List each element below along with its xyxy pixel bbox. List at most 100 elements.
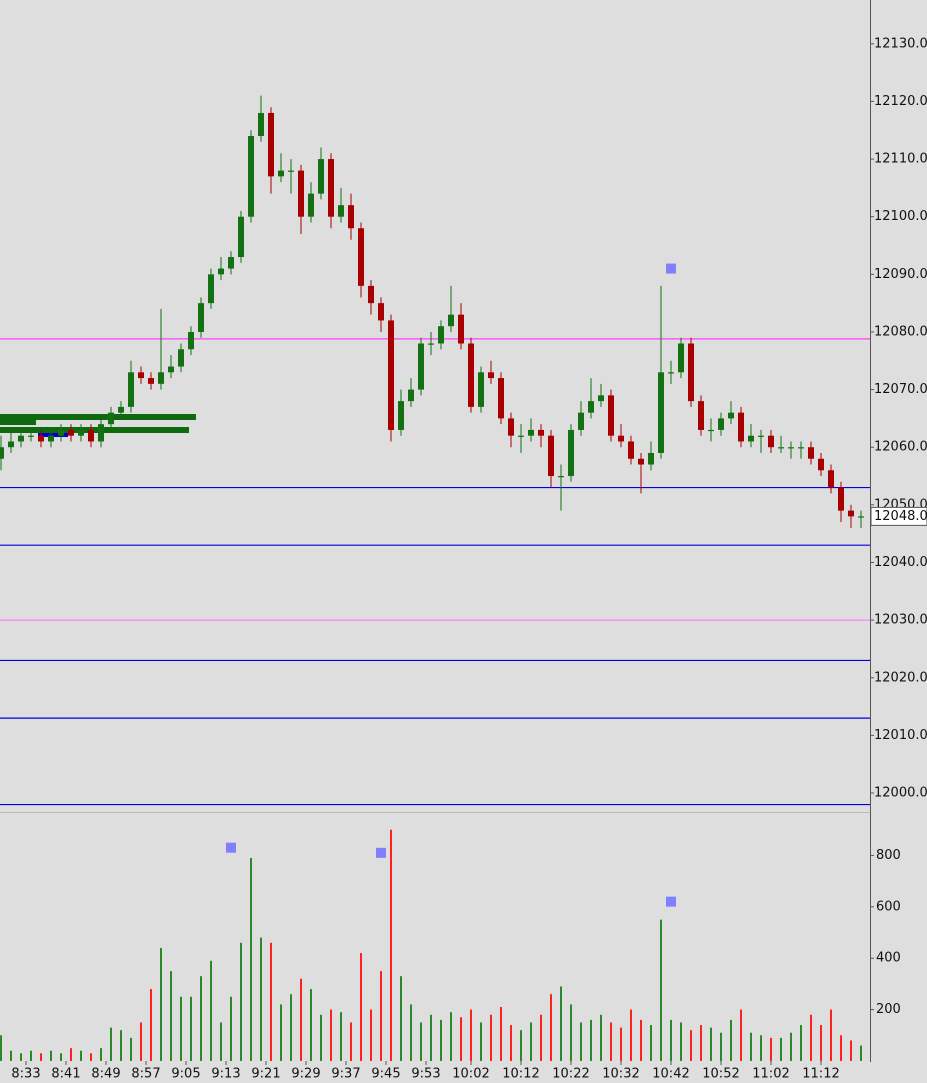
candle-body [458, 314, 464, 344]
volume-bar [60, 1053, 62, 1061]
volume-bar [560, 986, 562, 1061]
candle-body [778, 447, 784, 449]
x-tick-label: 9:05 [171, 1067, 200, 1082]
candle-body [298, 170, 304, 217]
candle-body [68, 429, 74, 436]
x-tick-label: 9:45 [371, 1067, 400, 1082]
volume-marker [376, 847, 386, 858]
x-tick-label: 8:49 [91, 1067, 120, 1082]
volume-bar [190, 996, 192, 1061]
candle-body [608, 395, 614, 436]
candle-body [618, 435, 624, 442]
x-tick-label: 10:02 [452, 1067, 489, 1082]
volume-bar [220, 1022, 222, 1061]
candle-body [8, 441, 14, 448]
volume-bar [520, 1030, 522, 1061]
volume-bar [440, 1019, 442, 1061]
volume-bar [630, 1009, 632, 1061]
x-tick-label: 8:57 [131, 1067, 160, 1082]
volume-bar [50, 1050, 52, 1061]
candle-body [558, 476, 564, 478]
candle-body [308, 193, 314, 217]
candle-body [808, 447, 814, 459]
volume-bar [490, 1014, 492, 1061]
candle-body [738, 412, 744, 442]
volume-bar [650, 1025, 652, 1061]
y-tick-label: 12010.0 [874, 728, 927, 743]
volume-tick-label: 200 [876, 1002, 901, 1017]
last-price-label: 12048.0 [874, 509, 927, 524]
candle-body [448, 314, 454, 327]
candle-body [798, 447, 804, 449]
candle-body [638, 458, 644, 465]
x-tick-label: 9:13 [211, 1067, 240, 1082]
volume-bar [750, 1032, 752, 1061]
candle-body [78, 429, 84, 436]
candle-body [268, 112, 274, 177]
y-tick-label: 12130.0 [874, 36, 927, 51]
volume-bar [700, 1025, 702, 1061]
y-tick-label: 12090.0 [874, 267, 927, 282]
candle-body [508, 418, 514, 436]
y-tick-label: 12030.0 [874, 613, 927, 628]
candle-body [318, 159, 324, 194]
candle-body [768, 435, 774, 448]
volume-bar [840, 1035, 842, 1061]
x-tick-label: 11:02 [752, 1067, 789, 1082]
volume-bar [620, 1027, 622, 1061]
candle-body [438, 326, 444, 344]
candle-body [828, 470, 834, 488]
volume-bar [380, 971, 382, 1061]
candle-body [758, 435, 764, 437]
candle-body [0, 447, 4, 459]
candle-body [98, 424, 104, 442]
candle-body [208, 274, 214, 304]
candle-body [378, 303, 384, 321]
candle-body [628, 441, 634, 459]
candle-body [818, 458, 824, 471]
candle-body [648, 452, 654, 465]
x-tick-label: 9:29 [291, 1067, 320, 1082]
volume-bar [690, 1030, 692, 1061]
volume-tick-label: 600 [876, 899, 901, 914]
volume-bar [810, 1014, 812, 1061]
y-tick-label: 12040.0 [874, 555, 927, 570]
profile-bar [38, 433, 68, 437]
candle-body [238, 216, 244, 258]
candle-body [568, 429, 574, 477]
x-tick-label: 8:41 [51, 1067, 80, 1082]
volume-bar [230, 996, 232, 1061]
candle-body [518, 435, 524, 437]
candle-body [218, 268, 224, 275]
volume-bar [290, 994, 292, 1061]
volume-bar [760, 1035, 762, 1061]
volume-bar [800, 1025, 802, 1061]
profile-bar [0, 427, 189, 433]
candle-body [498, 378, 504, 419]
volume-bar [710, 1027, 712, 1061]
x-tick-label: 10:42 [652, 1067, 689, 1082]
x-tick-label: 11:12 [802, 1067, 839, 1082]
volume-bar [820, 1025, 822, 1061]
volume-bar [860, 1045, 862, 1061]
volume-bar [340, 1012, 342, 1061]
candle-body [58, 429, 64, 436]
y-tick-label: 12000.0 [874, 786, 927, 801]
volume-bar [530, 1022, 532, 1061]
candle-body [358, 228, 364, 286]
volume-bar [570, 1004, 572, 1061]
candle-body [328, 159, 334, 217]
volume-bar [540, 1014, 542, 1061]
candle-body [728, 412, 734, 419]
candle-body [258, 112, 264, 137]
x-tick-label: 9:21 [251, 1067, 280, 1082]
candle-body [28, 435, 34, 437]
plot-background [0, 0, 870, 1062]
candle-body [858, 516, 864, 518]
candle-body [188, 331, 194, 350]
candle-body [158, 372, 164, 384]
candle-body [478, 372, 484, 407]
candle-body [538, 429, 544, 436]
x-tick-label: 10:52 [702, 1067, 739, 1082]
